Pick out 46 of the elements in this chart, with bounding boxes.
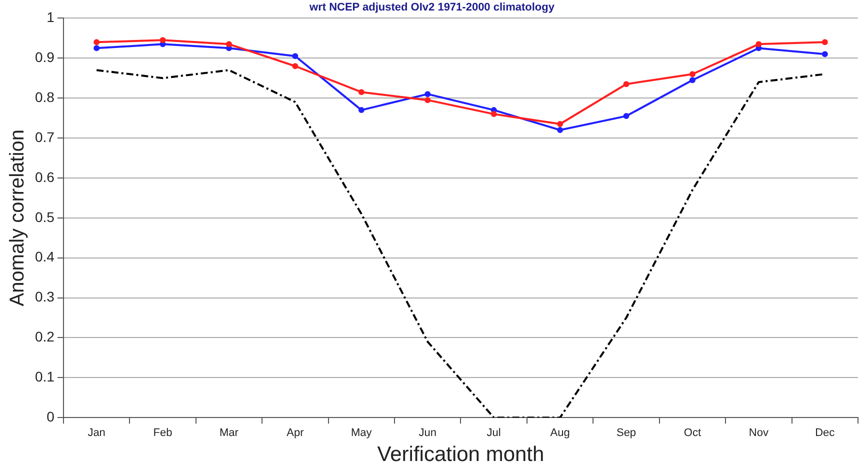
chart-title: wrt NCEP adjusted OIv2 1971-2000 climatology bbox=[308, 2, 556, 14]
y-tick-label: 0.4 bbox=[34, 248, 55, 265]
x-tick-label: Mar bbox=[220, 427, 239, 440]
point bbox=[292, 53, 298, 60]
y-tick-label: 0.3 bbox=[34, 288, 55, 305]
point bbox=[822, 51, 828, 58]
point bbox=[358, 107, 364, 114]
x-tick-label: Oct bbox=[684, 427, 702, 440]
point bbox=[689, 71, 696, 78]
point bbox=[292, 63, 298, 70]
x-tick-label: May bbox=[351, 427, 372, 440]
y-tick-label: 0.8 bbox=[34, 88, 55, 105]
y-tick-label: 0 bbox=[46, 408, 55, 424]
point bbox=[424, 91, 431, 98]
y-tick-label: 0.2 bbox=[34, 328, 55, 345]
x-tick-label: Nov bbox=[748, 427, 769, 440]
y-tick-label: 0.7 bbox=[34, 128, 55, 145]
y-axis-title: Anomaly correlation bbox=[6, 130, 29, 306]
x-tick-label: Dec bbox=[815, 427, 836, 440]
x-tick-label: Jul bbox=[486, 427, 501, 440]
point bbox=[94, 39, 100, 46]
point bbox=[756, 41, 762, 48]
x-tick-label: Sep bbox=[616, 427, 636, 440]
point bbox=[490, 111, 497, 118]
y-tick-label: 0.5 bbox=[34, 208, 55, 225]
point bbox=[623, 81, 630, 88]
x-tick-label: Aug bbox=[550, 427, 570, 440]
x-tick-label: Feb bbox=[153, 427, 172, 440]
x-tick-label: Apr bbox=[286, 427, 304, 440]
point bbox=[160, 37, 166, 44]
point bbox=[424, 97, 431, 104]
y-tick-label: 0.9 bbox=[34, 49, 55, 65]
y-tick-label: 0.1 bbox=[34, 368, 55, 385]
point bbox=[557, 127, 564, 134]
point bbox=[689, 77, 696, 84]
point bbox=[226, 41, 232, 48]
point bbox=[557, 121, 564, 128]
x-tick-label: Jan bbox=[88, 427, 106, 440]
point bbox=[623, 113, 630, 120]
x-tick-label: Jun bbox=[418, 427, 436, 440]
y-tick-label: 0.6 bbox=[34, 168, 55, 185]
y-tick-label: 1 bbox=[46, 9, 55, 26]
point bbox=[94, 45, 100, 52]
x-axis-title: Verification month bbox=[377, 443, 544, 466]
point bbox=[358, 89, 364, 96]
point bbox=[822, 39, 828, 46]
